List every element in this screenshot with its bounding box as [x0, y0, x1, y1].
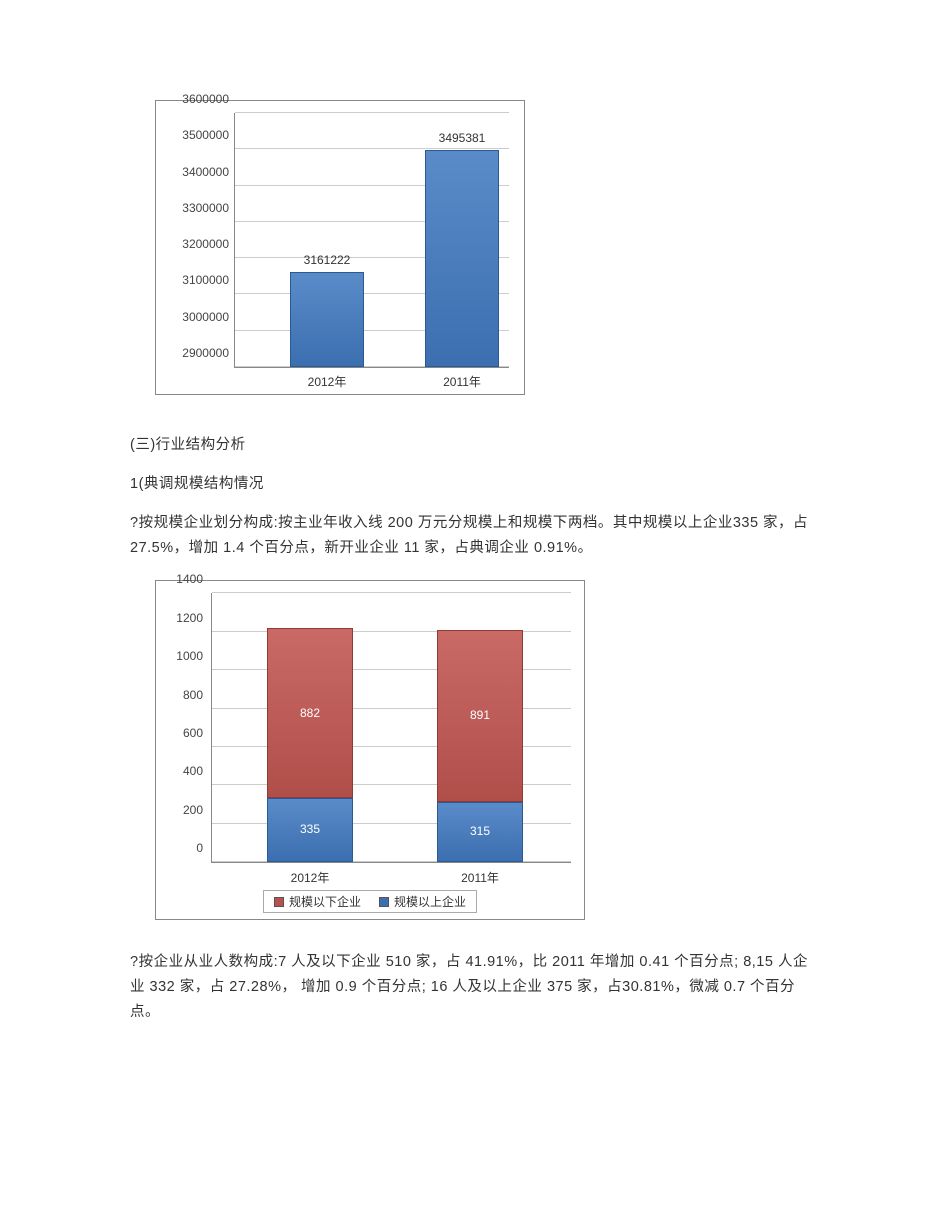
section-heading: (三)行业结构分析 [130, 433, 820, 454]
chart1-ytick: 3400000 [159, 165, 229, 179]
chart1-ytick: 3100000 [159, 273, 229, 287]
chart1-gridline [235, 112, 509, 113]
chart2-legend: 规模以下企业 规模以上企业 [263, 890, 477, 913]
chart2-ytick: 800 [158, 688, 203, 702]
chart2-ytick: 1200 [158, 611, 203, 625]
chart1-container: 2900000 3000000 3100000 3200000 3300000 … [155, 100, 525, 395]
chart2-value-label: 882 [267, 706, 353, 720]
chart1-xcat: 2011年 [422, 373, 502, 390]
legend-label: 规模以下企业 [289, 893, 361, 910]
paragraph-2: ?按企业从业人数构成:7 人及以下企业 510 家，占 41.91%，比 201… [130, 950, 820, 1024]
chart1-ytick: 2900000 [159, 346, 229, 360]
legend-swatch-red [274, 897, 284, 907]
chart1-xcat: 2012年 [287, 373, 367, 390]
chart2-ytick: 200 [158, 803, 203, 817]
legend-label: 规模以上企业 [394, 893, 466, 910]
chart1-bar-2012 [290, 272, 364, 367]
legend-item-red: 规模以下企业 [274, 893, 361, 910]
chart2-ytick: 1000 [158, 649, 203, 663]
paragraph-1: ?按规模企业划分构成:按主业年收入线 200 万元分规模上和规模下两档。其中规模… [130, 511, 820, 560]
chart2-container: 0 200 400 600 800 1000 1200 1400 335 882… [155, 580, 585, 920]
chart1-ytick: 3600000 [159, 92, 229, 106]
chart2-xcat: 2011年 [430, 869, 530, 886]
chart1-ytick: 3300000 [159, 201, 229, 215]
chart1-ytick: 3200000 [159, 237, 229, 251]
chart2-value-label: 315 [437, 824, 523, 838]
chart2-ytick: 1400 [158, 572, 203, 586]
chart1-bar-label: 3495381 [412, 131, 512, 145]
legend-swatch-blue [379, 897, 389, 907]
legend-item-blue: 规模以上企业 [379, 893, 466, 910]
chart1-ytick: 3500000 [159, 128, 229, 142]
document-page: 2900000 3000000 3100000 3200000 3300000 … [0, 0, 950, 1064]
chart1-bar-2011 [425, 150, 499, 367]
chart2-ytick: 0 [158, 841, 203, 855]
chart2-ytick: 400 [158, 764, 203, 778]
chart1-bar-label: 3161222 [277, 253, 377, 267]
chart2-xcat: 2012年 [260, 869, 360, 886]
chart1-plot-area: 2900000 3000000 3100000 3200000 3300000 … [234, 113, 509, 368]
chart2-value-label: 335 [267, 822, 353, 836]
chart2-plot-area: 0 200 400 600 800 1000 1200 1400 335 882… [211, 593, 571, 863]
chart2-ytick: 600 [158, 726, 203, 740]
chart2-gridline [212, 592, 571, 593]
chart2-value-label: 891 [437, 708, 523, 722]
chart1-ytick: 3000000 [159, 310, 229, 324]
subsection-heading: 1(典调规模结构情况 [130, 472, 820, 493]
